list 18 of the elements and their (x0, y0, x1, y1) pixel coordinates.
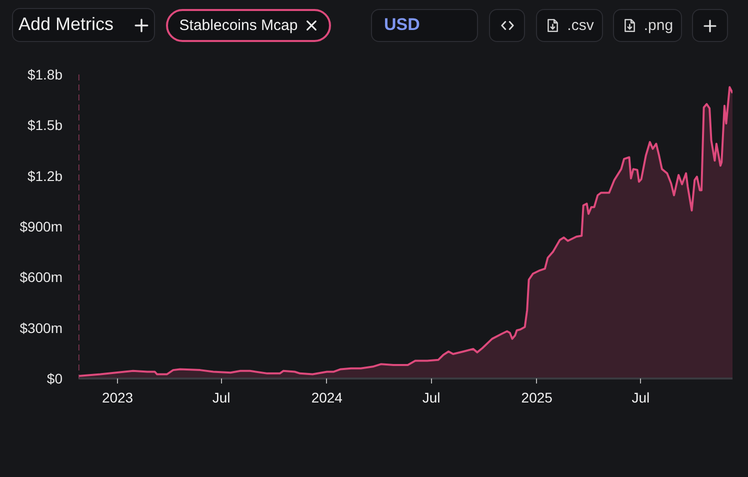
y-tick-label: $300m (20, 320, 63, 336)
y-tick-label: $1.5b (27, 117, 63, 134)
y-tick-label: $900m (20, 218, 63, 234)
text: .csv (567, 16, 594, 36)
y-tick-label: $1.2b (27, 168, 63, 184)
x-tick-label: Jul (422, 390, 440, 406)
text: .png (644, 16, 674, 36)
y-tick-label: $0 (46, 370, 63, 386)
text: Add Metrics (18, 13, 114, 36)
x-tick-label: 2025 (521, 390, 553, 406)
x-tick-label: 2024 (311, 390, 343, 406)
x-tick-label: Jul (212, 390, 230, 406)
y-tick-label: $600m (20, 269, 63, 286)
x-tick-label: 2023 (102, 390, 134, 406)
text: USD (384, 15, 420, 34)
y-tick-label: $1.8b (27, 66, 63, 82)
x-tick-label: Jul (632, 390, 650, 406)
text: Stablecoins Mcap (179, 16, 298, 36)
